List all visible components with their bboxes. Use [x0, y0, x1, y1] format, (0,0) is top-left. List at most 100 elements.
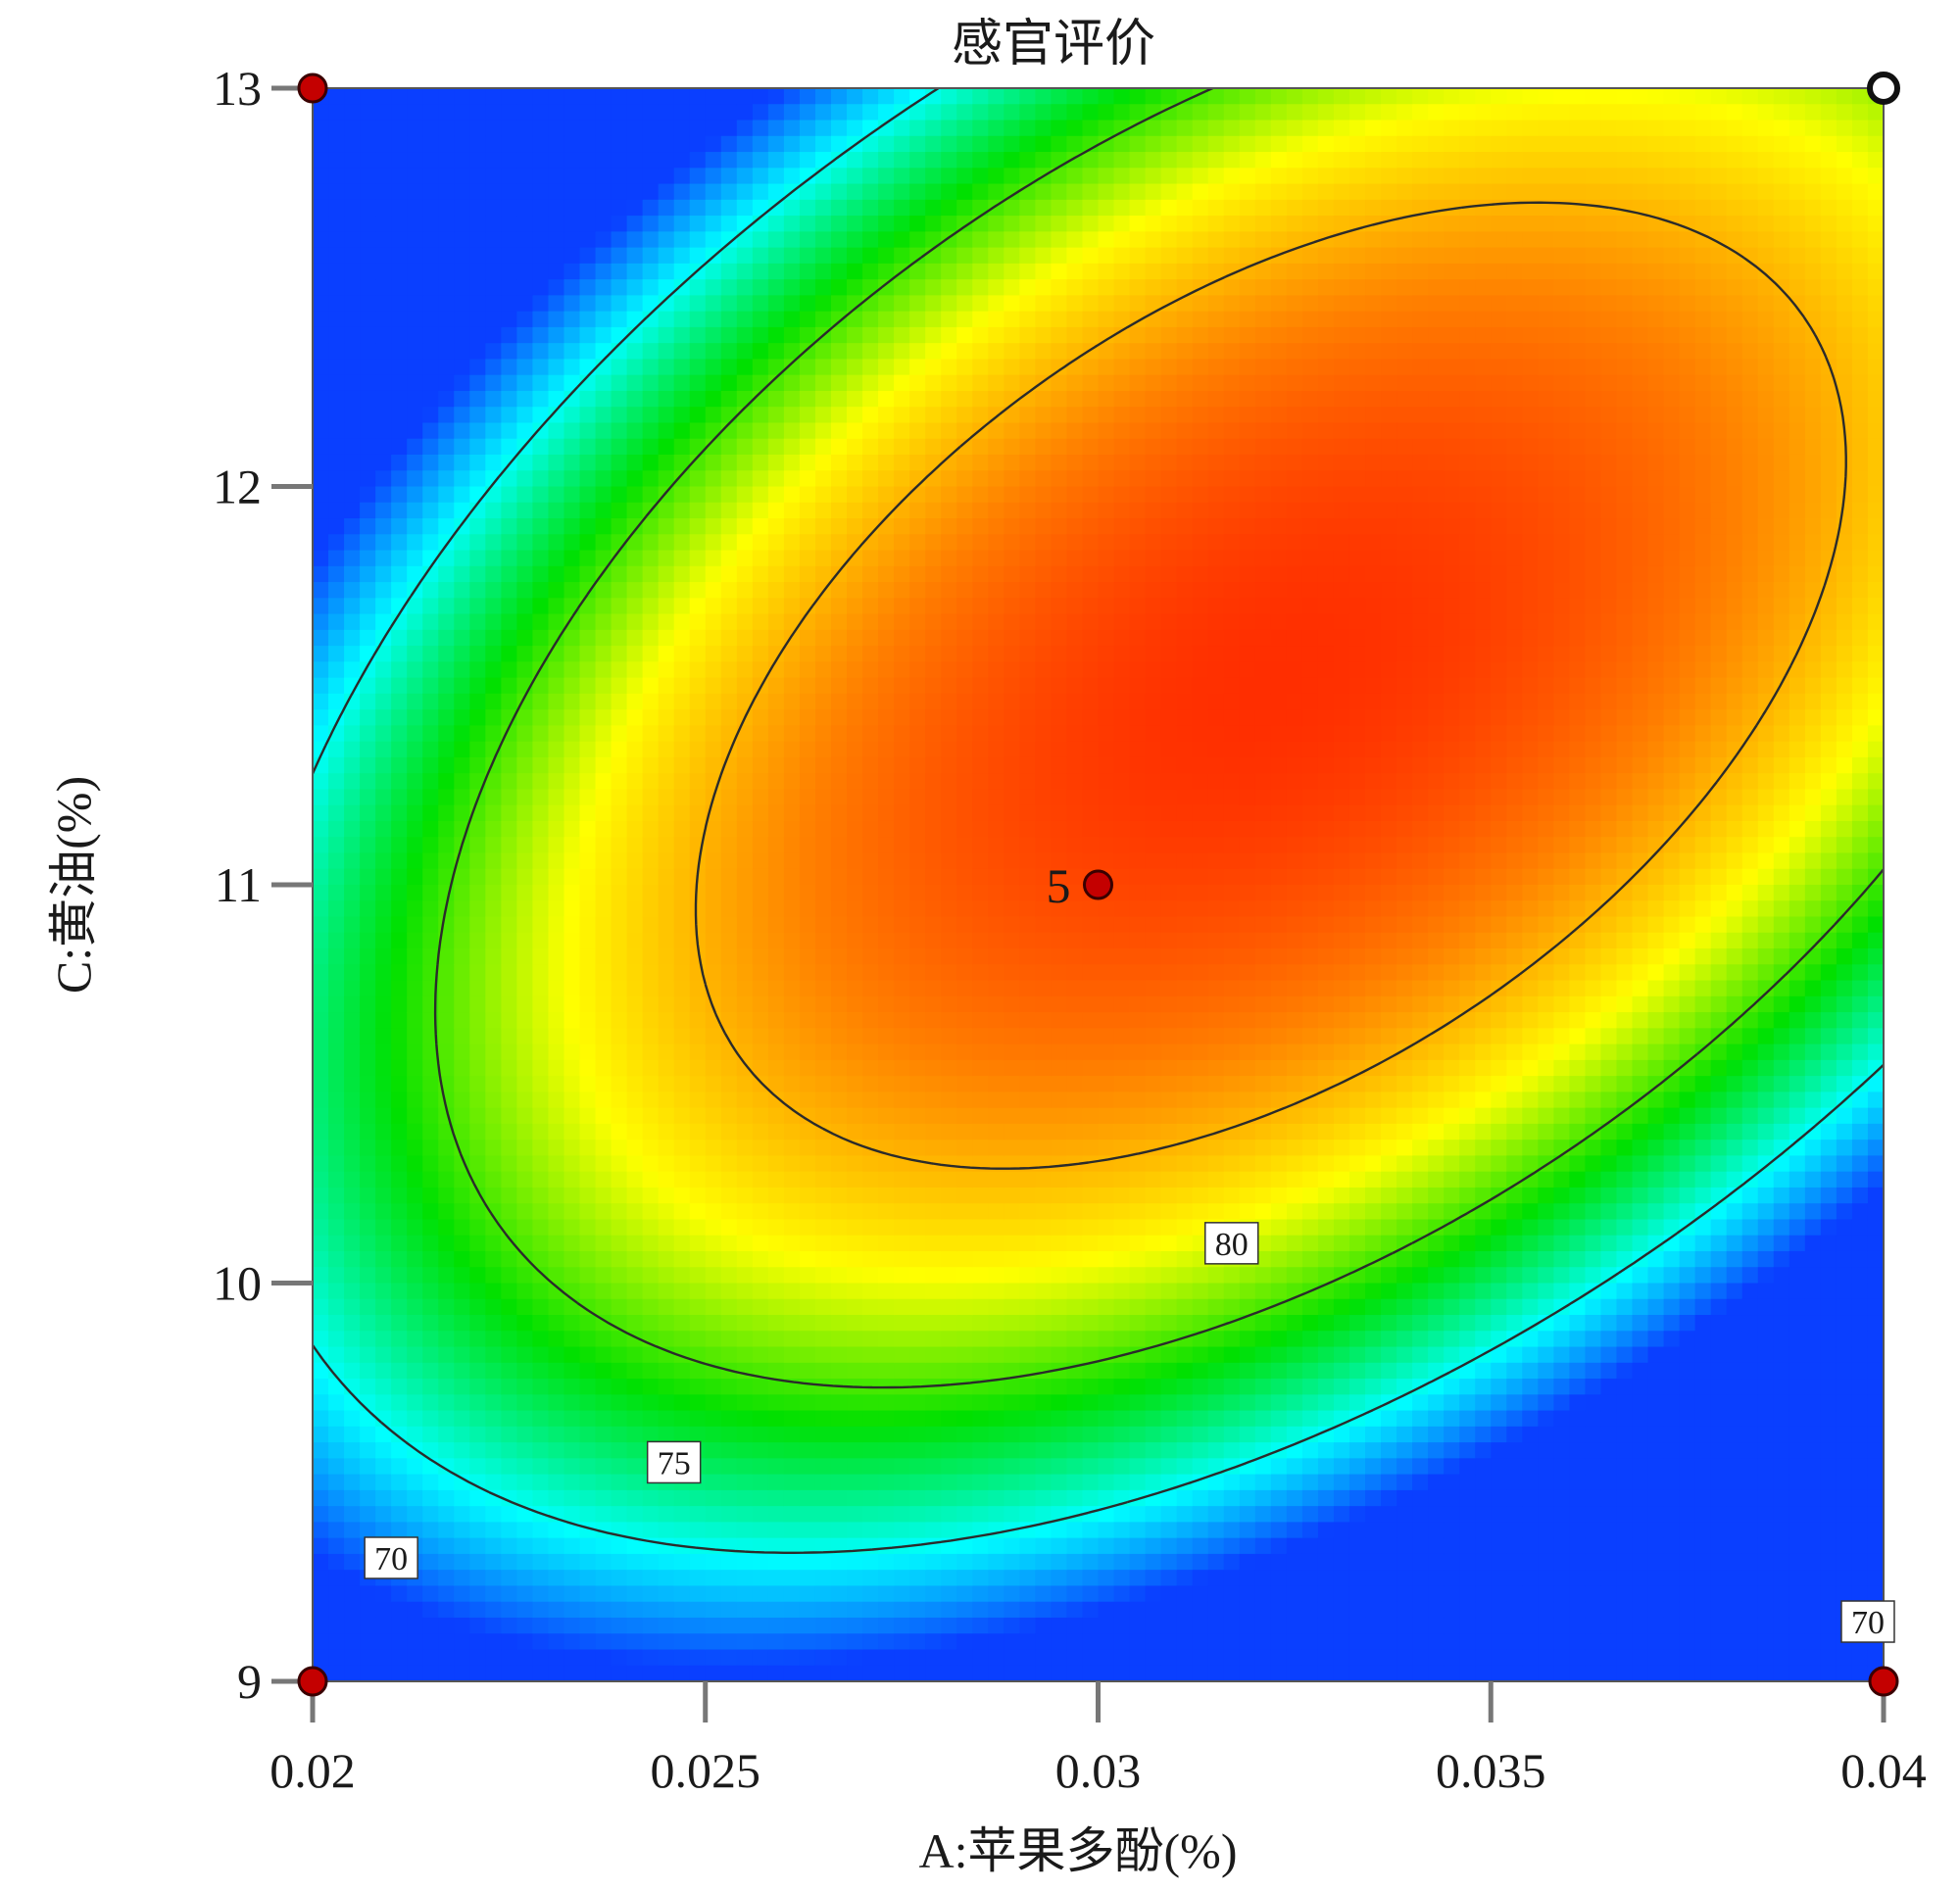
heat-cell [988, 677, 1005, 695]
heat-cell [328, 677, 345, 695]
heat-cell [894, 326, 910, 344]
heat-cell [783, 88, 801, 106]
heat-cell [1051, 598, 1068, 615]
heat-cell [422, 852, 440, 870]
heat-cell [799, 374, 816, 392]
heat-cell [673, 326, 691, 344]
heat-cell [862, 343, 879, 361]
heat-cell [532, 677, 550, 695]
heat-cell [1066, 820, 1084, 839]
heat-cell [407, 247, 424, 265]
heat-cell [988, 486, 1005, 504]
heat-cell [328, 1346, 345, 1364]
heat-cell [438, 1665, 456, 1681]
heat-cell [783, 1474, 801, 1491]
heat-cell [313, 247, 329, 265]
heat-cell [988, 152, 1005, 170]
heat-cell [422, 1092, 440, 1109]
heat-cell [673, 613, 691, 631]
heat-cell [673, 1059, 691, 1077]
heat-cell [313, 1092, 329, 1109]
heat-cell [328, 565, 345, 583]
heat-cell [767, 1474, 785, 1491]
heat-cell [1066, 454, 1084, 472]
heat-cell [814, 868, 832, 886]
heat-cell [328, 231, 345, 249]
heat-cell [894, 438, 910, 456]
heat-cell [438, 88, 456, 106]
heat-cell [516, 629, 534, 647]
heat-cell [485, 693, 503, 710]
heat-cell [328, 1410, 345, 1428]
heat-cell [941, 326, 958, 344]
heat-cell [956, 135, 974, 153]
heat-cell [438, 1633, 456, 1651]
heat-cell [814, 183, 832, 201]
heat-cell [469, 1553, 487, 1571]
heat-cell [799, 152, 816, 170]
heat-cell [328, 948, 345, 966]
heat-cell [925, 1410, 942, 1428]
heat-cell [532, 1315, 550, 1333]
heat-cell [752, 502, 769, 519]
heat-cell [720, 120, 738, 137]
heat-cell [391, 88, 408, 106]
heat-cell [375, 295, 392, 313]
heat-cell [564, 518, 581, 536]
heat-cell [501, 677, 518, 695]
heat-cell [501, 820, 518, 839]
heat-cell [407, 1203, 424, 1221]
heat-cell [438, 868, 456, 886]
heat-cell [1004, 1267, 1021, 1285]
heat-cell [878, 550, 895, 567]
heat-cell [736, 1458, 754, 1476]
heat-cell [516, 550, 534, 567]
heat-cell [1019, 646, 1037, 663]
heat-cell [422, 1617, 440, 1635]
heat-cell [438, 183, 456, 201]
heat-cell [1035, 661, 1053, 679]
heat-cell [705, 390, 722, 408]
heat-cell [941, 1362, 958, 1380]
heat-cell [972, 964, 990, 982]
heat-cell [658, 120, 675, 137]
heat-cell [548, 183, 565, 201]
heat-cell [391, 407, 408, 424]
heat-cell [595, 120, 612, 137]
heat-cell [658, 709, 675, 727]
heat-cell [909, 804, 926, 822]
heat-cell [328, 168, 345, 185]
heat-cell [689, 1219, 707, 1237]
heat-cell [689, 422, 707, 440]
heat-cell [579, 565, 597, 583]
heat-cell [360, 295, 376, 313]
heat-cell [548, 709, 565, 727]
heat-cell [1066, 216, 1084, 233]
heat-cell [720, 1617, 738, 1635]
heat-cell [391, 502, 408, 519]
heat-cell [752, 852, 769, 870]
heat-cell [658, 311, 675, 328]
heat-cell [469, 1458, 487, 1476]
heat-cell [532, 1665, 550, 1681]
heat-cell [344, 1283, 361, 1300]
heat-cell [485, 390, 503, 408]
heat-cell [941, 263, 958, 280]
heat-cell [1082, 518, 1100, 536]
heat-cell [501, 1649, 518, 1667]
heat-cell [705, 486, 722, 504]
heat-cell [736, 407, 754, 424]
heat-cell [783, 120, 801, 137]
heat-cell [626, 518, 644, 536]
heat-cell [564, 1553, 581, 1571]
heat-cell [1051, 343, 1068, 361]
heat-cell [1051, 1458, 1068, 1476]
heat-cell [878, 534, 895, 552]
heat-cell [799, 359, 816, 376]
heat-cell [1035, 1012, 1053, 1030]
heat-cell [720, 804, 738, 822]
heat-cell [894, 565, 910, 583]
heat-cell [1004, 916, 1021, 934]
heat-cell [736, 932, 754, 949]
heat-cell [814, 231, 832, 249]
